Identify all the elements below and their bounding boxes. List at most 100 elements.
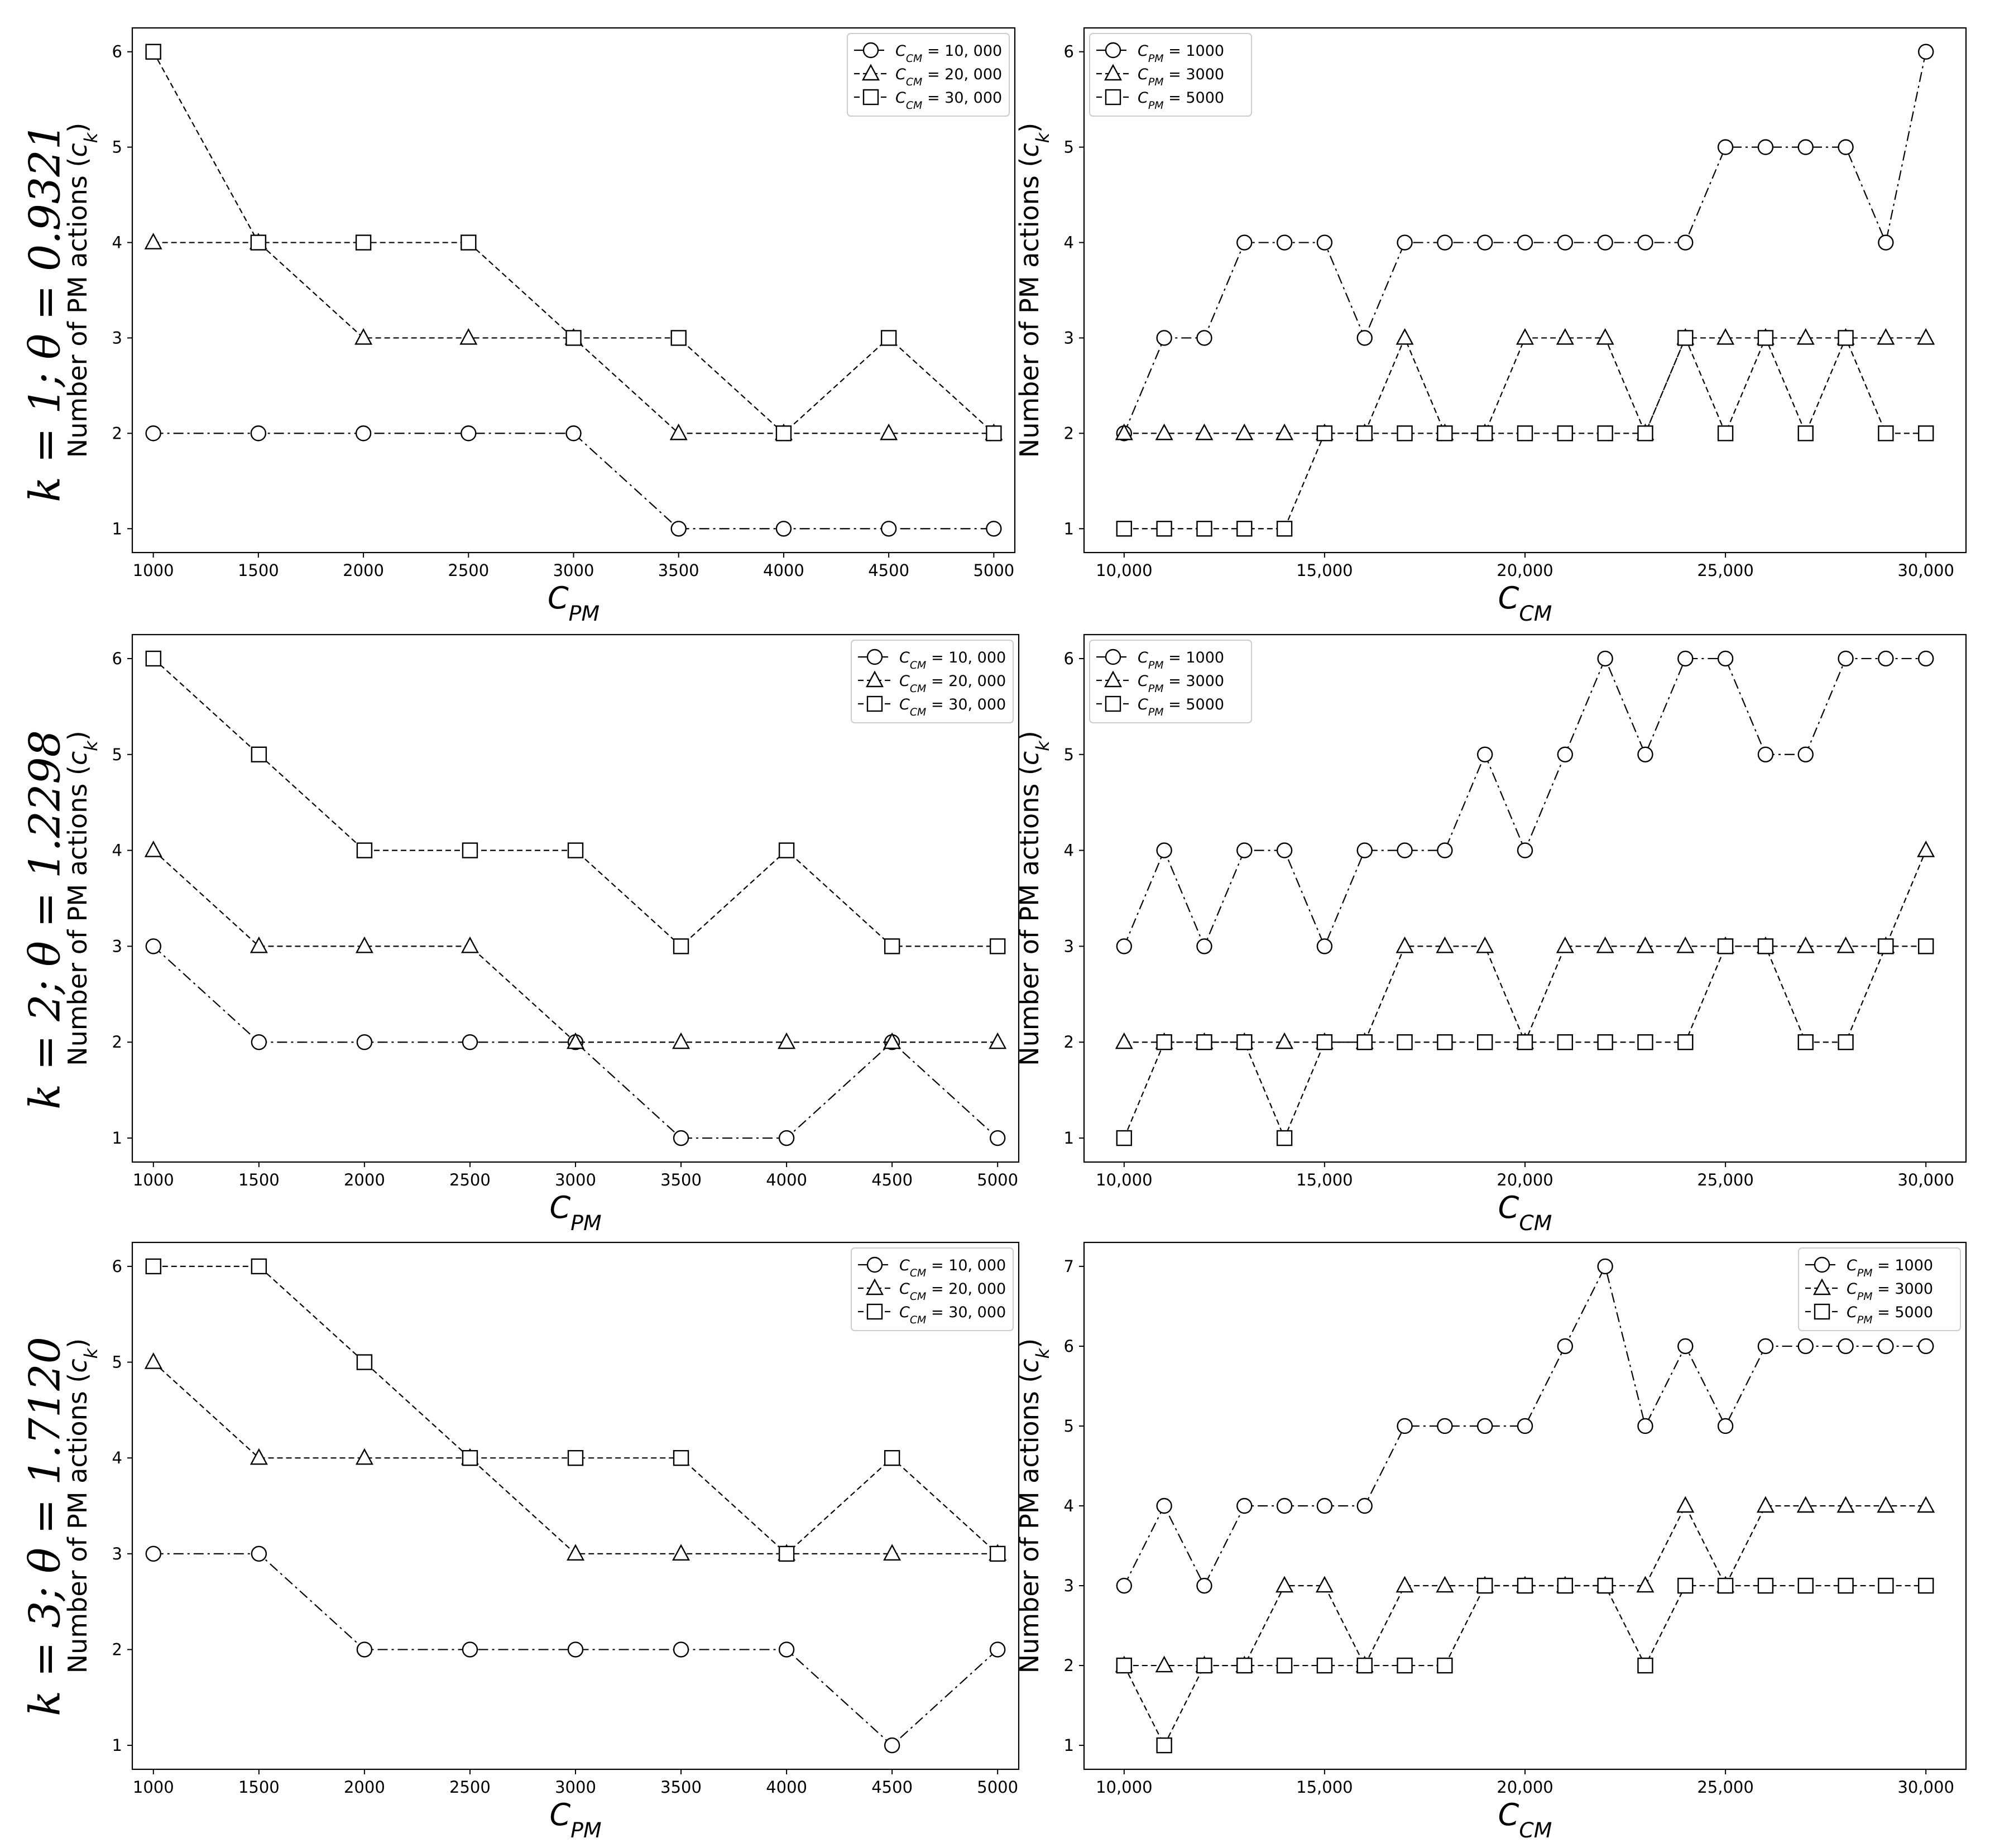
- data-point-square: [1838, 330, 1854, 346]
- data-point-circle: [1236, 234, 1253, 251]
- x-tick-label: 20,000: [1497, 1170, 1553, 1189]
- data-point-square: [778, 1545, 795, 1562]
- legend-label: CPM = 5000: [1138, 696, 1224, 718]
- data-point-square: [1637, 425, 1653, 441]
- y-tick-label: 6: [112, 649, 122, 668]
- series-triangle: [144, 841, 1007, 1049]
- legend-marker-circle: [1105, 649, 1121, 665]
- data-point-triangle: [1836, 936, 1855, 953]
- data-point-square: [1878, 1577, 1894, 1594]
- x-tick-label: 4000: [763, 561, 804, 580]
- data-point-triangle: [1917, 1496, 1935, 1513]
- legend-item: CCM = 20, 000: [858, 1278, 1006, 1303]
- data-point-triangle: [250, 1448, 268, 1465]
- data-point-square: [1196, 521, 1212, 537]
- data-point-circle: [989, 1130, 1006, 1146]
- data-point-triangle: [1796, 1496, 1815, 1513]
- legend-box: [851, 640, 1014, 723]
- data-point-square: [1156, 521, 1172, 537]
- x-axis-label: CPM: [549, 1797, 601, 1842]
- y-tick-label: 1: [1064, 519, 1074, 538]
- data-point-square: [1116, 1657, 1133, 1674]
- y-axis-label: Number of PM actions (ck): [63, 1338, 102, 1673]
- data-point-circle: [1677, 650, 1694, 667]
- series-circle: [1116, 650, 1934, 954]
- y-axis-label: Number of PM actions (ck): [1014, 123, 1053, 458]
- legend-item: CCM = 10, 000: [854, 42, 1002, 65]
- legend-marker-square: [1814, 1303, 1830, 1320]
- series-square: [145, 650, 1006, 954]
- legend-marker-circle: [862, 42, 879, 59]
- y-tick-label: 2: [112, 1033, 122, 1052]
- legend-item: CCM = 20, 000: [858, 670, 1006, 695]
- data-point-square: [1917, 938, 1934, 954]
- data-point-square: [1838, 1034, 1854, 1050]
- legend-marker-square: [866, 695, 883, 712]
- data-point-square: [1637, 1034, 1653, 1050]
- x-tick-label: 1500: [238, 1170, 280, 1189]
- data-point-triangle: [1195, 423, 1214, 440]
- chart-panel-4: 1 2 3 4 5 6 10,000 15,000 20,000 25,000 30,000 CCM N…: [1014, 633, 1967, 1235]
- data-point-circle: [1797, 746, 1814, 762]
- y-tick-label: 1: [112, 519, 122, 538]
- data-point-square: [145, 44, 161, 60]
- data-point-square: [1717, 425, 1734, 441]
- data-point-triangle: [1917, 328, 1935, 345]
- y-tick-label: 6: [1064, 649, 1074, 668]
- data-point-circle: [1597, 234, 1613, 251]
- data-point-circle: [565, 425, 582, 441]
- data-point-triangle: [1796, 328, 1815, 345]
- data-point-circle: [1557, 234, 1574, 251]
- y-axis-label: Number of PM actions (ck): [1014, 1338, 1053, 1673]
- series-square: [145, 1258, 1006, 1562]
- data-point-triangle: [1917, 841, 1935, 857]
- data-point-square: [989, 938, 1006, 954]
- legend-label: CCM = 10, 000: [895, 42, 1002, 65]
- data-point-square: [989, 1545, 1006, 1562]
- x-tick-label: 3500: [658, 561, 699, 580]
- y-axis-label: Number of PM actions (ck): [63, 731, 102, 1065]
- data-point-square: [565, 330, 582, 346]
- legend-label: CPM = 3000: [1138, 66, 1224, 88]
- legend-marker-triangle: [1104, 64, 1123, 81]
- x-tick-label: 5000: [977, 1778, 1018, 1797]
- y-tick-label: 2: [1064, 424, 1074, 443]
- data-point-triangle: [1275, 1032, 1294, 1049]
- x-tick-label: 1000: [133, 561, 174, 580]
- data-point-circle: [673, 1130, 689, 1146]
- data-point-triangle: [1155, 423, 1173, 440]
- data-point-triangle: [883, 1032, 902, 1049]
- data-point-square: [1517, 1034, 1533, 1050]
- legend-item: CPM = 1000: [1096, 42, 1224, 65]
- data-point-square: [145, 1258, 162, 1275]
- data-point-circle: [1316, 1497, 1333, 1514]
- legend-marker-circle: [866, 1256, 883, 1273]
- legend-marker-triangle: [1104, 670, 1123, 688]
- data-point-square: [1236, 1034, 1253, 1050]
- data-point-square: [1757, 938, 1774, 954]
- data-point-square: [1757, 330, 1774, 346]
- data-point-circle: [1476, 1418, 1493, 1434]
- data-point-square: [462, 842, 478, 858]
- data-point-square: [1517, 425, 1533, 441]
- y-tick-label: 4: [112, 1448, 122, 1467]
- data-point-circle: [1476, 746, 1493, 762]
- data-point-circle: [251, 1545, 267, 1562]
- x-tick-label: 2500: [448, 561, 489, 580]
- legend-marker-circle: [1814, 1256, 1830, 1273]
- data-point-square: [1677, 330, 1694, 346]
- x-tick-label: 15,000: [1296, 561, 1353, 580]
- x-tick-label: 2000: [343, 561, 384, 580]
- data-point-circle: [1517, 842, 1533, 858]
- data-point-circle: [778, 1641, 795, 1658]
- data-point-triangle: [672, 1032, 690, 1049]
- data-point-triangle: [1796, 936, 1815, 953]
- data-point-circle: [1838, 1338, 1854, 1355]
- legend-label: CCM = 30, 000: [899, 1304, 1006, 1326]
- y-tick-label: 6: [112, 1257, 122, 1276]
- legend-marker-square: [1105, 695, 1121, 712]
- data-point-circle: [1717, 1418, 1734, 1434]
- y-tick-label: 3: [112, 328, 122, 347]
